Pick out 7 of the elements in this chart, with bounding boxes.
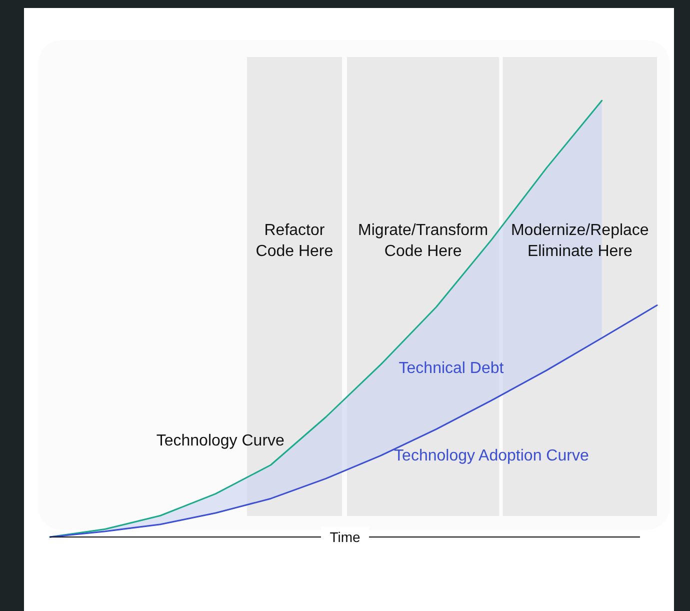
- annotation: Migrate/Transform Code Here: [358, 222, 488, 260]
- series-label: Technology Adoption Curve: [394, 447, 589, 464]
- annotation: Technical Debt: [398, 360, 504, 378]
- annotation: Modernize/Replace Eliminate Here: [510, 222, 649, 260]
- x-axis-title: Time: [330, 529, 361, 545]
- series-label: Technology Curve: [156, 432, 285, 450]
- annotation: Refactor Code Here: [256, 222, 334, 260]
